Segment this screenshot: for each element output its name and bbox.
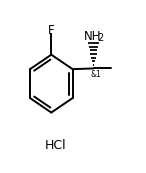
Text: 2: 2 [97, 33, 104, 43]
Text: F: F [48, 24, 55, 37]
Text: HCl: HCl [45, 139, 66, 152]
Text: NH: NH [84, 30, 102, 43]
Text: &1: &1 [90, 70, 101, 79]
